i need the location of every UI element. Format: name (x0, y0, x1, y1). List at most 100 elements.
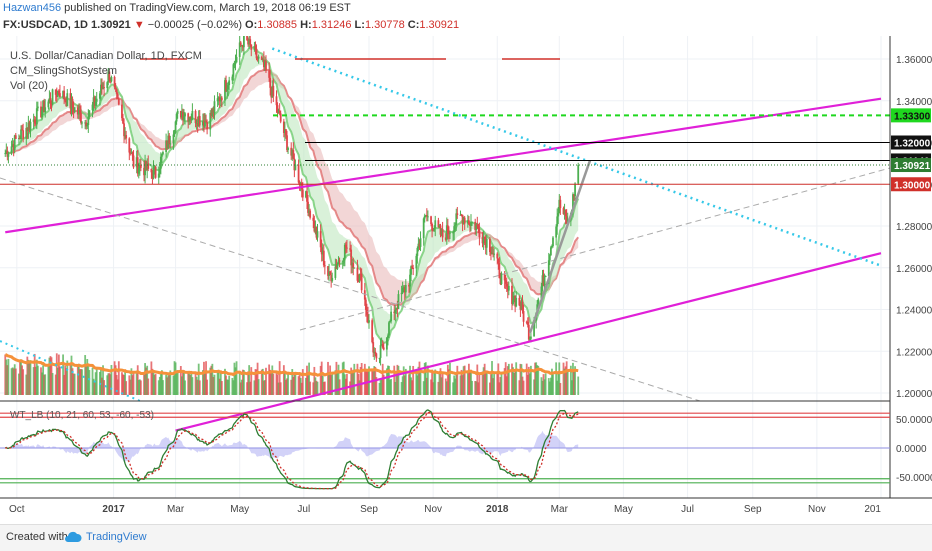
candle-body (18, 138, 20, 140)
candle-body (69, 93, 72, 109)
volume-bar (205, 361, 207, 395)
volume-bar (500, 373, 503, 395)
volume-bar (419, 372, 422, 395)
volume-bar (240, 379, 243, 395)
volume-bar (514, 369, 517, 395)
volume-bar (146, 365, 149, 395)
volume-bar (247, 371, 250, 395)
volume-bar (131, 375, 134, 395)
volume-bar (7, 358, 10, 395)
volume-bar (194, 372, 197, 395)
volume-bar (109, 374, 112, 395)
candle-body (574, 183, 576, 197)
volume-bar (336, 371, 339, 395)
cloud-icon (65, 531, 82, 542)
legend-title[interactable]: U.S. Dollar/Canadian Dollar, 1D, FXCM (10, 50, 202, 62)
candle-body (564, 210, 567, 217)
chart-svg[interactable]: 1.20000 1.22000 1.24000 1.26000 1.28000 1.300… (0, 25, 932, 524)
candle-body (374, 351, 377, 354)
candle-body (294, 164, 297, 171)
volume-bar (397, 365, 400, 395)
legend-indicator[interactable]: CM_SlingShotSystem (10, 65, 117, 77)
volume-bar (138, 379, 141, 395)
volume-bar (506, 366, 509, 395)
volume-bar (115, 374, 118, 395)
volume-bar (264, 380, 266, 395)
candle-body (183, 116, 185, 120)
volume-bar (88, 370, 91, 395)
candle-body (466, 220, 469, 224)
volume-bar (334, 370, 337, 395)
volume-bar (521, 376, 524, 395)
candle-body (187, 113, 190, 122)
candle-body (54, 89, 57, 95)
candle-body (35, 108, 38, 125)
candle-body (452, 232, 455, 234)
volume-bar (461, 375, 464, 395)
chart-area[interactable]: 1.20000 1.22000 1.24000 1.26000 1.28000 1.300… (0, 25, 932, 524)
volume-bar (491, 361, 493, 395)
candle-body (36, 106, 39, 109)
volume-bar (169, 370, 172, 395)
candle-body (152, 167, 155, 179)
volume-bar (338, 379, 341, 395)
candle-body (147, 163, 150, 169)
candle-body (526, 322, 529, 325)
candle-body (371, 320, 374, 343)
volume-bar (422, 381, 425, 395)
time-axis-labels[interactable]: Oct 2017 Mar May Jul Sep Nov 2018 Mar May Jul Sep No… (9, 504, 881, 515)
candle-body (137, 168, 140, 174)
candle-body (19, 138, 21, 140)
candle-body (415, 255, 418, 269)
candle-body (276, 105, 279, 114)
candle-body (153, 166, 156, 168)
candle-body (437, 220, 440, 227)
candle-body (94, 101, 97, 106)
author-link[interactable]: Hazwan456 (3, 2, 62, 14)
candle-body (316, 231, 319, 238)
candle-body (313, 220, 316, 232)
candle-body (562, 208, 565, 215)
candle-body (352, 262, 355, 269)
candle-body (521, 302, 524, 312)
volume-bar (139, 380, 142, 395)
candle-body (241, 45, 244, 48)
candle-body (198, 116, 201, 126)
volume-bar (527, 366, 530, 395)
chart-header: Hazwan456 published on TradingView.com, … (3, 2, 929, 32)
candle-body (106, 82, 109, 88)
volume-bar (499, 377, 502, 395)
candle-body (556, 216, 559, 227)
legend-volume[interactable]: Vol (20) (10, 80, 48, 92)
candle-body (346, 247, 348, 249)
candle-body (385, 337, 388, 350)
low-value: 1.30778 (364, 19, 405, 31)
volume-bar (144, 363, 146, 395)
candle-body (491, 253, 493, 255)
candle-body (338, 260, 341, 262)
candle-body (335, 266, 338, 269)
candle-body (116, 93, 119, 99)
volume-bar (519, 363, 522, 395)
channel-line (5, 97, 882, 234)
volume-bar (151, 368, 154, 395)
volume-bar (331, 372, 334, 395)
candle-body (433, 228, 436, 231)
price-axis-labels[interactable]: 1.20000 1.22000 1.24000 1.26000 1.28000 1.300… (896, 55, 932, 400)
candle-body (357, 280, 360, 282)
volume-bar (20, 359, 22, 395)
gray-trend-segment (528, 160, 592, 334)
candle-body (95, 98, 98, 102)
candle-body (359, 273, 362, 275)
tradingview-link[interactable]: TradingView (86, 531, 147, 543)
candle-body (87, 116, 90, 126)
publish-text: published on TradingView.com, March 19, … (64, 2, 351, 14)
candle-body (381, 344, 384, 348)
volume-bar (322, 381, 325, 395)
volume-bar (84, 355, 87, 395)
candle-body (85, 122, 88, 127)
candle-body (351, 262, 354, 266)
legend-oscillator[interactable]: WT_LB (10, 21, 60, 53, -60, -53) (10, 410, 154, 421)
candle-body (419, 238, 422, 247)
candle-body (490, 252, 492, 254)
